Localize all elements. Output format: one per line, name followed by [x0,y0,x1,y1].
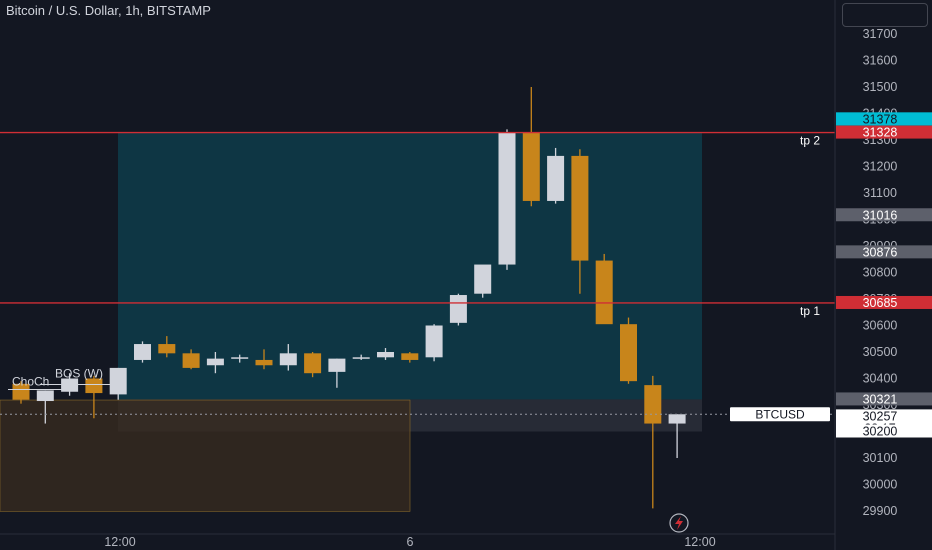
candle-body [498,132,516,265]
candle-body [61,378,79,392]
candle-body [231,357,249,359]
price-label-box [836,409,932,423]
price-label-box [836,295,932,309]
candle-body [425,325,443,358]
y-tick-label: 31600 [863,54,898,68]
price-label: 30200 [863,425,898,439]
candle-body [401,353,419,360]
lightning-icon[interactable] [669,513,689,533]
price-label: 31016 [863,208,898,222]
y-tick-label: 31100 [863,186,897,200]
choch-label: ChoCh [12,375,49,389]
bos-label: BOS (W) [55,367,103,381]
candle-body [134,344,151,360]
y-tick-label: 30000 [863,478,898,492]
price-label: 30685 [863,296,898,310]
symbol-tag: BTCUSD [755,407,805,421]
x-tick-label: 12:00 [684,535,715,549]
price-label: 31328 [863,126,898,140]
y-tick-label: 30600 [863,319,898,333]
lightning-bolt-icon [675,516,683,530]
x-tick-label: 12:00 [104,535,135,549]
price-label: 31378 [863,112,898,126]
price-label-box [836,112,932,126]
price-label-box [836,245,932,259]
candle-body [158,344,176,354]
y-tick-label: 31500 [863,80,898,94]
y-tick-label: 30100 [863,451,898,465]
y-tick-label: 30800 [863,266,898,280]
price-label: 30321 [863,392,898,406]
candle-body [668,414,686,424]
candle-body [182,353,200,368]
candle-body [449,295,467,323]
candle-body [206,358,224,366]
candle-body [12,383,30,400]
candle-body [85,378,103,394]
candle-body [547,155,565,201]
y-tick-label: 30400 [863,372,898,386]
candle-body [595,260,613,325]
x-tick-label: 6 [407,535,414,549]
candle-body [109,367,127,395]
price-label-box [836,424,932,438]
candle-body [352,357,370,359]
scale-settings-button[interactable] [842,3,928,27]
tp2-label: tp 2 [800,134,820,148]
price-axis-background [835,0,932,550]
candle-body [474,264,492,294]
y-tick-label: 30500 [863,345,898,359]
y-tick-label: 31700 [863,27,898,41]
candle-body [522,132,540,201]
candle-body [304,353,322,374]
candle-body [620,324,637,382]
price-label: 30257 [863,409,898,423]
tp1-label: tp 1 [800,304,820,318]
candle-body [644,385,662,424]
price-label-box [836,208,932,222]
candle-body [377,352,394,358]
candle-body [36,390,54,402]
candle-body [571,155,589,261]
price-label-box [836,125,932,139]
candle-body [328,358,346,372]
symbol-tag-box [730,407,830,422]
price-label: 30876 [863,245,898,259]
price-label-box [836,392,932,406]
chart-title: Bitcoin / U.S. Dollar, 1h, BITSTAMP [6,3,211,18]
demand-zone [0,399,411,512]
candle-body [255,359,273,366]
candle-body [279,353,297,366]
y-tick-label: 31200 [863,160,898,174]
y-tick-label: 29900 [863,504,898,518]
